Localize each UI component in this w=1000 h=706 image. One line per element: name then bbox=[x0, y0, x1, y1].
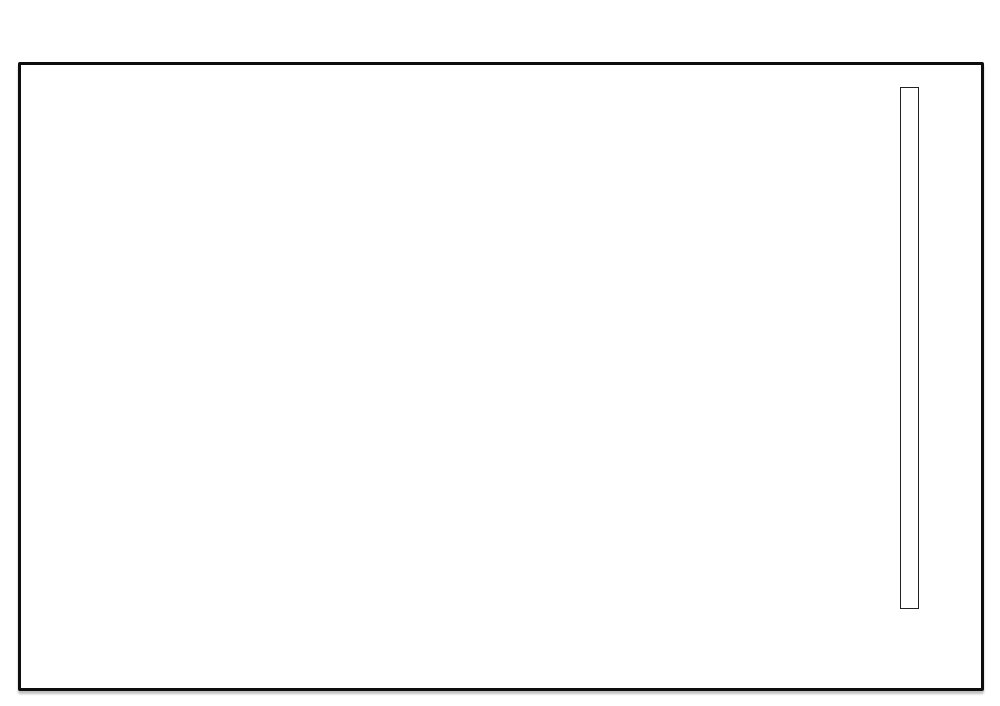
contour-plot-canvas bbox=[75, 88, 892, 616]
slide-title bbox=[0, 4, 1000, 60]
y-axis-title bbox=[31, 278, 59, 418]
figure-panel bbox=[18, 62, 984, 691]
colorbar-title bbox=[945, 266, 971, 438]
colorbar-gradient bbox=[901, 88, 918, 608]
